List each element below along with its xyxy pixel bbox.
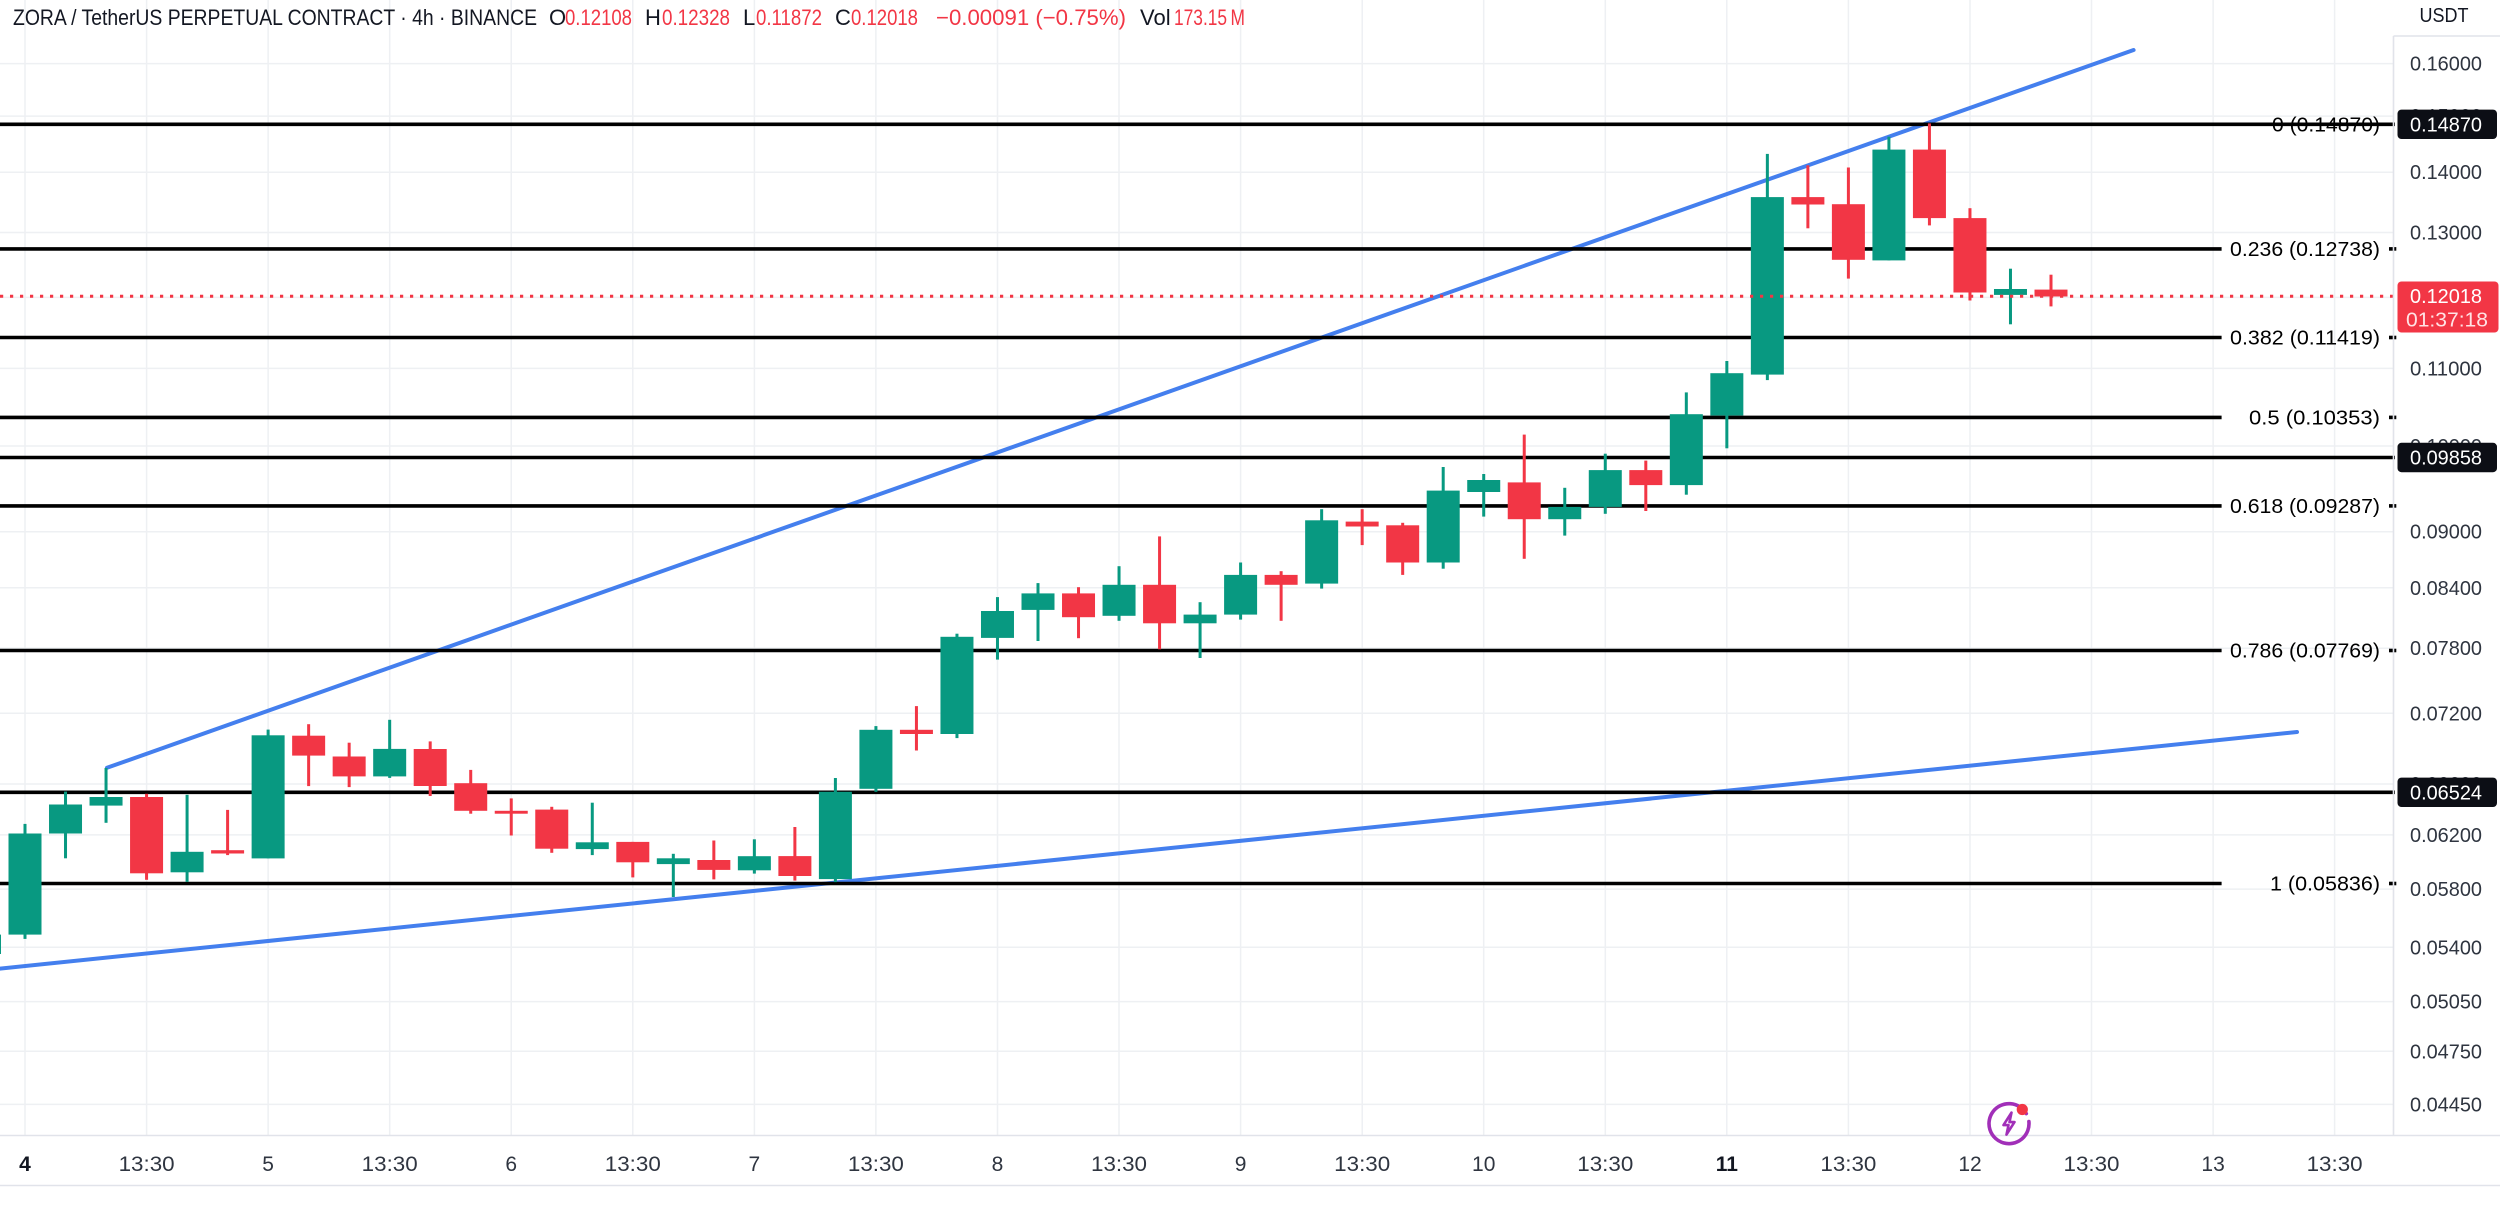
svg-text:−0.00091 (−0.75%): −0.00091 (−0.75%) — [936, 5, 1126, 30]
svg-text:0.05050: 0.05050 — [2410, 991, 2482, 1014]
svg-text:0.11000: 0.11000 — [2410, 357, 2482, 380]
svg-text:12: 12 — [1958, 1153, 1981, 1176]
svg-text:0.236 (0.12738): 0.236 (0.12738) — [2230, 238, 2380, 261]
svg-text:13:30: 13:30 — [1334, 1153, 1390, 1176]
svg-text:0.14870: 0.14870 — [2410, 113, 2482, 136]
svg-text:13:30: 13:30 — [1577, 1153, 1633, 1176]
svg-text:L: L — [743, 5, 755, 30]
svg-text:1 (0.05836): 1 (0.05836) — [2270, 873, 2380, 896]
svg-text:0.09000: 0.09000 — [2410, 521, 2482, 544]
svg-text:0.06200: 0.06200 — [2410, 824, 2482, 847]
svg-text:01:37:18: 01:37:18 — [2406, 309, 2488, 332]
svg-text:0.06524: 0.06524 — [2410, 781, 2482, 804]
svg-text:0.11872: 0.11872 — [756, 5, 822, 30]
svg-text:0.14000: 0.14000 — [2410, 161, 2482, 184]
svg-text:0.09858: 0.09858 — [2410, 447, 2482, 470]
svg-text:0.05800: 0.05800 — [2410, 878, 2482, 901]
svg-text:13:30: 13:30 — [605, 1153, 661, 1176]
svg-text:10: 10 — [1472, 1153, 1495, 1176]
svg-text:13:30: 13:30 — [848, 1153, 904, 1176]
svg-text:5: 5 — [262, 1153, 274, 1176]
svg-text:4: 4 — [19, 1153, 31, 1176]
svg-text:USDT: USDT — [2420, 4, 2469, 27]
svg-text:6: 6 — [505, 1153, 517, 1176]
svg-text:0.5 (0.10353): 0.5 (0.10353) — [2249, 406, 2380, 429]
svg-text:0.08400: 0.08400 — [2410, 577, 2482, 600]
svg-text:0.13000: 0.13000 — [2410, 222, 2482, 245]
svg-text:ZORA / TetherUS PERPETUAL CONT: ZORA / TetherUS PERPETUAL CONTRACT · 4h … — [13, 5, 537, 30]
svg-text:0.07800: 0.07800 — [2410, 637, 2482, 660]
svg-text:0.05400: 0.05400 — [2410, 936, 2482, 959]
svg-text:8: 8 — [992, 1153, 1004, 1176]
svg-text:7: 7 — [749, 1153, 761, 1176]
svg-text:13:30: 13:30 — [2307, 1153, 2363, 1176]
svg-text:0.382 (0.11419): 0.382 (0.11419) — [2230, 327, 2380, 350]
svg-text:0.04450: 0.04450 — [2410, 1093, 2482, 1116]
svg-text:173.15 M: 173.15 M — [1174, 5, 1245, 30]
svg-text:0.07200: 0.07200 — [2410, 702, 2482, 725]
svg-text:0.12018: 0.12018 — [2410, 285, 2482, 308]
svg-text:0.12018: 0.12018 — [851, 5, 918, 30]
svg-text:13:30: 13:30 — [1820, 1153, 1876, 1176]
svg-text:13:30: 13:30 — [2064, 1153, 2120, 1176]
svg-text:C: C — [835, 5, 851, 30]
svg-text:9: 9 — [1235, 1153, 1247, 1176]
svg-text:0.618 (0.09287): 0.618 (0.09287) — [2230, 495, 2380, 518]
svg-text:0.04750: 0.04750 — [2410, 1040, 2482, 1063]
svg-text:0.16000: 0.16000 — [2410, 53, 2482, 76]
svg-text:Vol: Vol — [1140, 5, 1171, 30]
svg-text:0.12108: 0.12108 — [565, 5, 632, 30]
svg-text:0 (0.14870): 0 (0.14870) — [2272, 113, 2380, 136]
svg-text:13:30: 13:30 — [119, 1153, 175, 1176]
svg-text:13: 13 — [2201, 1153, 2224, 1176]
svg-text:13:30: 13:30 — [362, 1153, 418, 1176]
svg-text:13:30: 13:30 — [1091, 1153, 1147, 1176]
svg-text:0.786 (0.07769): 0.786 (0.07769) — [2230, 640, 2380, 663]
svg-text:11: 11 — [1716, 1153, 1739, 1176]
svg-text:0.12328: 0.12328 — [662, 5, 730, 30]
svg-text:O: O — [549, 5, 566, 30]
svg-text:H: H — [645, 5, 661, 30]
